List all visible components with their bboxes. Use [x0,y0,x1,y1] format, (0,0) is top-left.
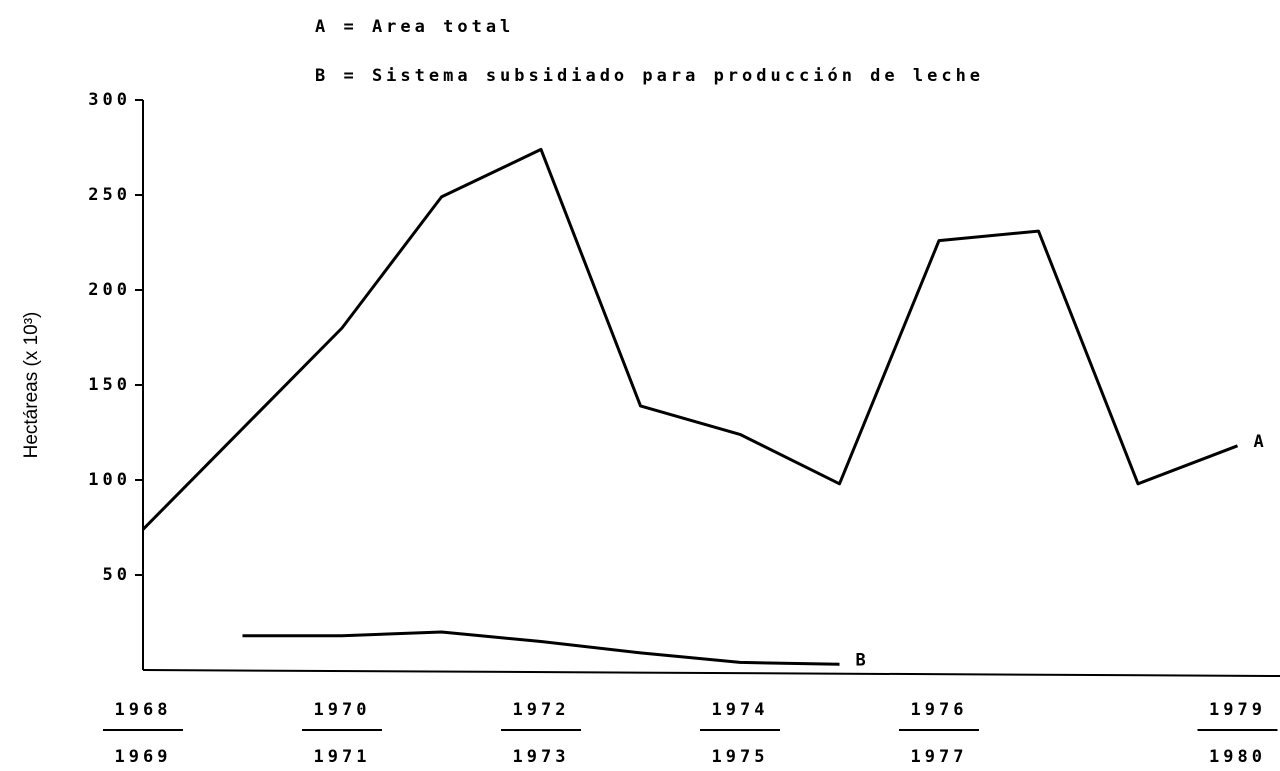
y-axis-label: Hectáreas (x 10³) [21,312,42,459]
series-label: A [1254,432,1268,452]
x-tick-label: 1968 [115,700,172,720]
series-line [242,630,840,666]
x-tick-label: 1974 [712,700,769,720]
y-tick-label: 100 [88,470,131,490]
legend-entry: A = Area total [315,17,514,37]
x-tick-label: 1975 [712,747,769,767]
y-tick-label: 50 [103,565,131,585]
x-tick-label: 1977 [911,747,968,767]
x-axis [142,669,1280,677]
series-line [141,147,1239,531]
y-tick-label: 150 [88,375,131,395]
x-tick-label: 1980 [1209,747,1266,767]
x-tick-label: 1972 [513,700,570,720]
x-tick-label: 1969 [115,747,172,767]
series-label: B [856,650,870,670]
y-tick-label: 300 [88,90,131,110]
x-tick-label: 1971 [314,747,371,767]
legend-entry: B = Sistema subsidiado para producción d… [315,66,984,86]
x-tick-label: 1970 [314,700,371,720]
y-tick-label: 200 [88,280,131,300]
x-tick-label: 1979 [1209,700,1266,720]
x-tick-label: 1976 [911,700,968,720]
y-tick-label: 250 [88,185,131,205]
x-tick-label: 1973 [513,747,570,767]
